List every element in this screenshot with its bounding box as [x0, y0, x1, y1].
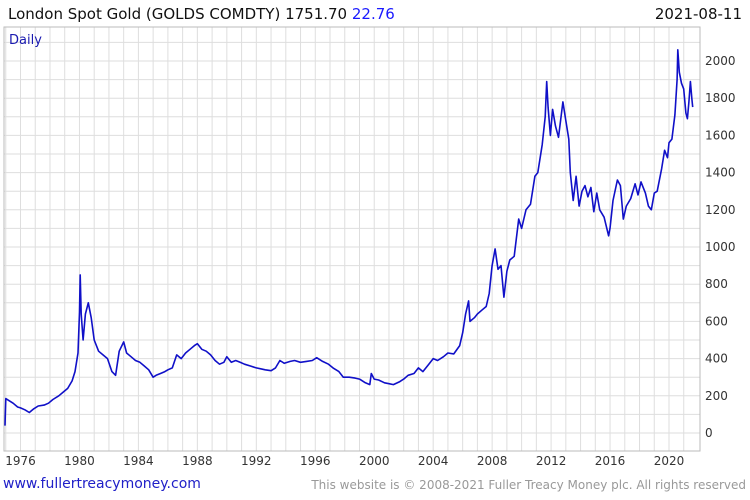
x-tick-label: 2020: [654, 454, 685, 468]
y-tick-label: 600: [705, 314, 728, 328]
x-tick-label: 1992: [241, 454, 272, 468]
x-tick-label: 2008: [477, 454, 508, 468]
x-tick-label: 2000: [359, 454, 390, 468]
chart-date: 2021-08-11: [654, 5, 742, 23]
frequency-label: Daily: [9, 33, 42, 48]
x-tick-label: 1984: [123, 454, 154, 468]
copyright-text: This website is © 2008-2021 Fuller Treac…: [311, 478, 746, 492]
price-change: 22.76: [351, 5, 395, 23]
y-tick-label: 200: [705, 389, 728, 403]
y-tick-label: 1800: [705, 91, 736, 105]
x-tick-label: 2016: [595, 454, 626, 468]
x-tick-label: 1988: [182, 454, 213, 468]
y-tick-label: 0: [705, 426, 713, 440]
x-tick-label: 2012: [536, 454, 567, 468]
y-tick-label: 1400: [705, 166, 736, 180]
y-tick-label: 1200: [705, 203, 736, 217]
x-tick-label: 2004: [418, 454, 449, 468]
y-tick-label: 1600: [705, 128, 736, 142]
y-tick-label: 800: [705, 277, 728, 291]
x-axis-ticks: 1976 1980 1984 1988 1992 1996 2000 2004 2008 2012…: [5, 454, 684, 468]
x-tick-label: 1976: [5, 454, 36, 468]
y-tick-label: 1000: [705, 240, 736, 254]
chart-grid: [4, 27, 700, 451]
y-tick-label: 2000: [705, 54, 736, 68]
plot-frame: [3, 26, 701, 452]
gold-price-line: [4, 49, 694, 426]
y-axis-ticks: 0 200 400 600 800 1000 1200 1400 1600 1800 2000: [705, 54, 736, 440]
y-tick-label: 400: [705, 352, 728, 366]
website-link[interactable]: www.fullertreacymoney.com: [3, 476, 201, 492]
chart-title: London Spot Gold (GOLDS COMDTY) 1751.70 …: [8, 5, 395, 23]
title-text: London Spot Gold (GOLDS COMDTY) 1751.70: [8, 5, 348, 23]
x-tick-label: 1996: [300, 454, 331, 468]
x-tick-label: 1980: [64, 454, 95, 468]
